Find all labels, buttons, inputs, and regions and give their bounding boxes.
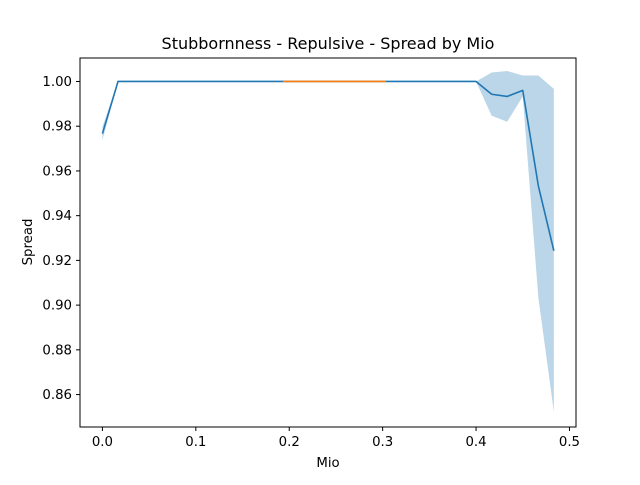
- y-axis-label: Spread: [21, 219, 36, 266]
- x-tick-label: 0.2: [279, 435, 300, 450]
- x-tick-label: 0.0: [92, 435, 113, 450]
- y-tick-label: 0.88: [42, 343, 72, 358]
- y-tick-label: 0.94: [42, 209, 72, 224]
- x-tick-label: 0.1: [185, 435, 206, 450]
- series-1-confidence-band: [102, 70, 554, 412]
- y-axis-ticks: 0.86 0.88 0.90 0.92 0.94 0.96 0.98 1.00: [42, 75, 80, 403]
- y-tick-label: 0.90: [42, 299, 72, 314]
- x-axis-ticks: 0.0 0.1 0.2 0.3 0.4 0.5: [92, 427, 580, 450]
- x-tick-label: 0.5: [559, 435, 580, 450]
- plot-frame: [79, 57, 577, 428]
- series-lines: [101, 80, 555, 251]
- x-tick-label: 0.4: [465, 435, 486, 450]
- y-tick-label: 0.96: [42, 164, 72, 179]
- chart-title: Stubbornness - Repulsive - Spread by Mio: [162, 34, 495, 53]
- y-tick-label: 1.00: [42, 75, 72, 90]
- x-axis-label: Mio: [316, 456, 339, 471]
- y-tick-label: 0.98: [42, 120, 72, 135]
- x-tick-label: 0.3: [372, 435, 393, 450]
- y-tick-label: 0.92: [42, 254, 72, 269]
- y-tick-label: 0.86: [42, 388, 72, 403]
- confidence-bands: [102, 70, 554, 412]
